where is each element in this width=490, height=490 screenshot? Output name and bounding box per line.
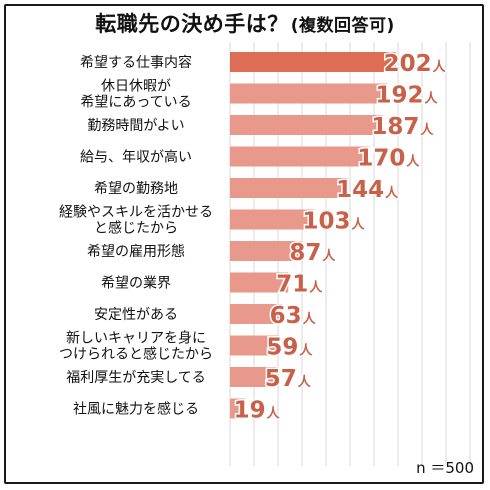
category-label: 希望の業界 xyxy=(101,276,171,292)
value-unit: 人 xyxy=(433,59,447,75)
value-label: 19人 xyxy=(234,398,281,424)
bar-row: 安定性がある 63人 xyxy=(94,302,318,331)
bar-row: 希望の雇用形態 87人 xyxy=(87,239,338,268)
bar-row: 希望する仕事内容 202人 xyxy=(80,50,448,79)
bar xyxy=(230,304,282,324)
value-unit: 人 xyxy=(406,154,420,170)
value-unit: 人 xyxy=(322,248,336,264)
value-unit: 人 xyxy=(424,91,438,107)
category-label: 安定性がある xyxy=(94,307,178,323)
bar-row: 社風に魅力を感じる 19人 xyxy=(73,396,282,425)
bar xyxy=(230,115,384,135)
value-label: 103人 xyxy=(302,209,365,235)
chart-title: 転職先の決め手は？ (複数回答可) xyxy=(0,8,490,38)
value-unit: 人 xyxy=(303,311,317,327)
value-number: 63 xyxy=(270,303,302,329)
chart-title-sub: (複数回答可) xyxy=(290,16,395,36)
value-label: 87人 xyxy=(289,240,336,266)
category-label: 給与、年収が高い xyxy=(80,149,192,166)
value-unit: 人 xyxy=(267,406,281,422)
value-number: 103 xyxy=(302,209,350,235)
category-label: 希望にあっている xyxy=(80,95,191,111)
category-label: 希望する仕事内容 xyxy=(80,54,192,71)
value-number: 144 xyxy=(336,177,384,203)
value-number: 19 xyxy=(234,398,266,424)
chart-title-main: 転職先の決め手は？ xyxy=(95,12,289,36)
category-label: 休日休暇が xyxy=(101,79,171,95)
value-number: 170 xyxy=(357,146,405,172)
category-label: 社風に魅力を感じる xyxy=(73,401,199,418)
bar xyxy=(230,398,246,419)
bar-row: 給与、年収が高い 170人 xyxy=(80,144,422,173)
bar xyxy=(230,83,388,104)
value-number: 192 xyxy=(375,83,423,109)
value-unit: 人 xyxy=(385,185,399,201)
category-label: つけられると感じたから xyxy=(59,346,213,363)
bar-row: 希望の業界 71人 xyxy=(101,270,325,299)
value-number: 57 xyxy=(265,366,297,392)
bar xyxy=(230,178,349,198)
category-label: 希望の雇用形態 xyxy=(87,243,185,260)
value-unit: 人 xyxy=(299,343,313,359)
bar xyxy=(230,335,279,356)
category-label: と感じたから xyxy=(94,220,178,237)
bar xyxy=(230,272,289,293)
category-label: 経験やスキルを活かせる xyxy=(59,205,213,221)
bar xyxy=(230,209,315,230)
value-label: 202人 xyxy=(384,51,447,77)
value-number: 59 xyxy=(266,335,298,361)
value-unit: 人 xyxy=(351,217,365,233)
value-number: 187 xyxy=(371,114,419,140)
category-label: 希望の勤務地 xyxy=(94,181,178,197)
bar-row: 勤務時間がよい 187人 xyxy=(87,113,436,142)
value-unit: 人 xyxy=(420,122,434,138)
sample-size-label: n ＝500 xyxy=(416,459,474,477)
bar xyxy=(230,367,277,387)
value-label: 57人 xyxy=(265,366,312,392)
value-number: 87 xyxy=(289,240,321,266)
category-label: 福利厚生が充実してる xyxy=(66,370,206,386)
value-label: 192人 xyxy=(375,83,438,109)
bar xyxy=(230,146,370,167)
value-label: 63人 xyxy=(270,303,317,329)
grid-lines xyxy=(229,42,471,466)
value-label: 71人 xyxy=(276,272,323,298)
category-label: 勤務時間がよい xyxy=(87,118,184,134)
value-label: 170人 xyxy=(357,146,420,172)
category-label: 新しいキャリアを身に xyxy=(66,331,206,347)
value-label: 59人 xyxy=(266,335,313,361)
bar-row: 希望の勤務地 144人 xyxy=(94,176,401,205)
value-number: 202 xyxy=(384,51,432,77)
value-unit: 人 xyxy=(309,280,323,296)
bar-row: 福利厚生が充実してる 57人 xyxy=(66,365,313,394)
value-unit: 人 xyxy=(298,374,312,390)
value-label: 144人 xyxy=(336,177,399,203)
value-number: 71 xyxy=(276,272,308,298)
value-label: 187人 xyxy=(371,114,434,140)
bar xyxy=(230,241,302,261)
bar xyxy=(230,52,396,72)
